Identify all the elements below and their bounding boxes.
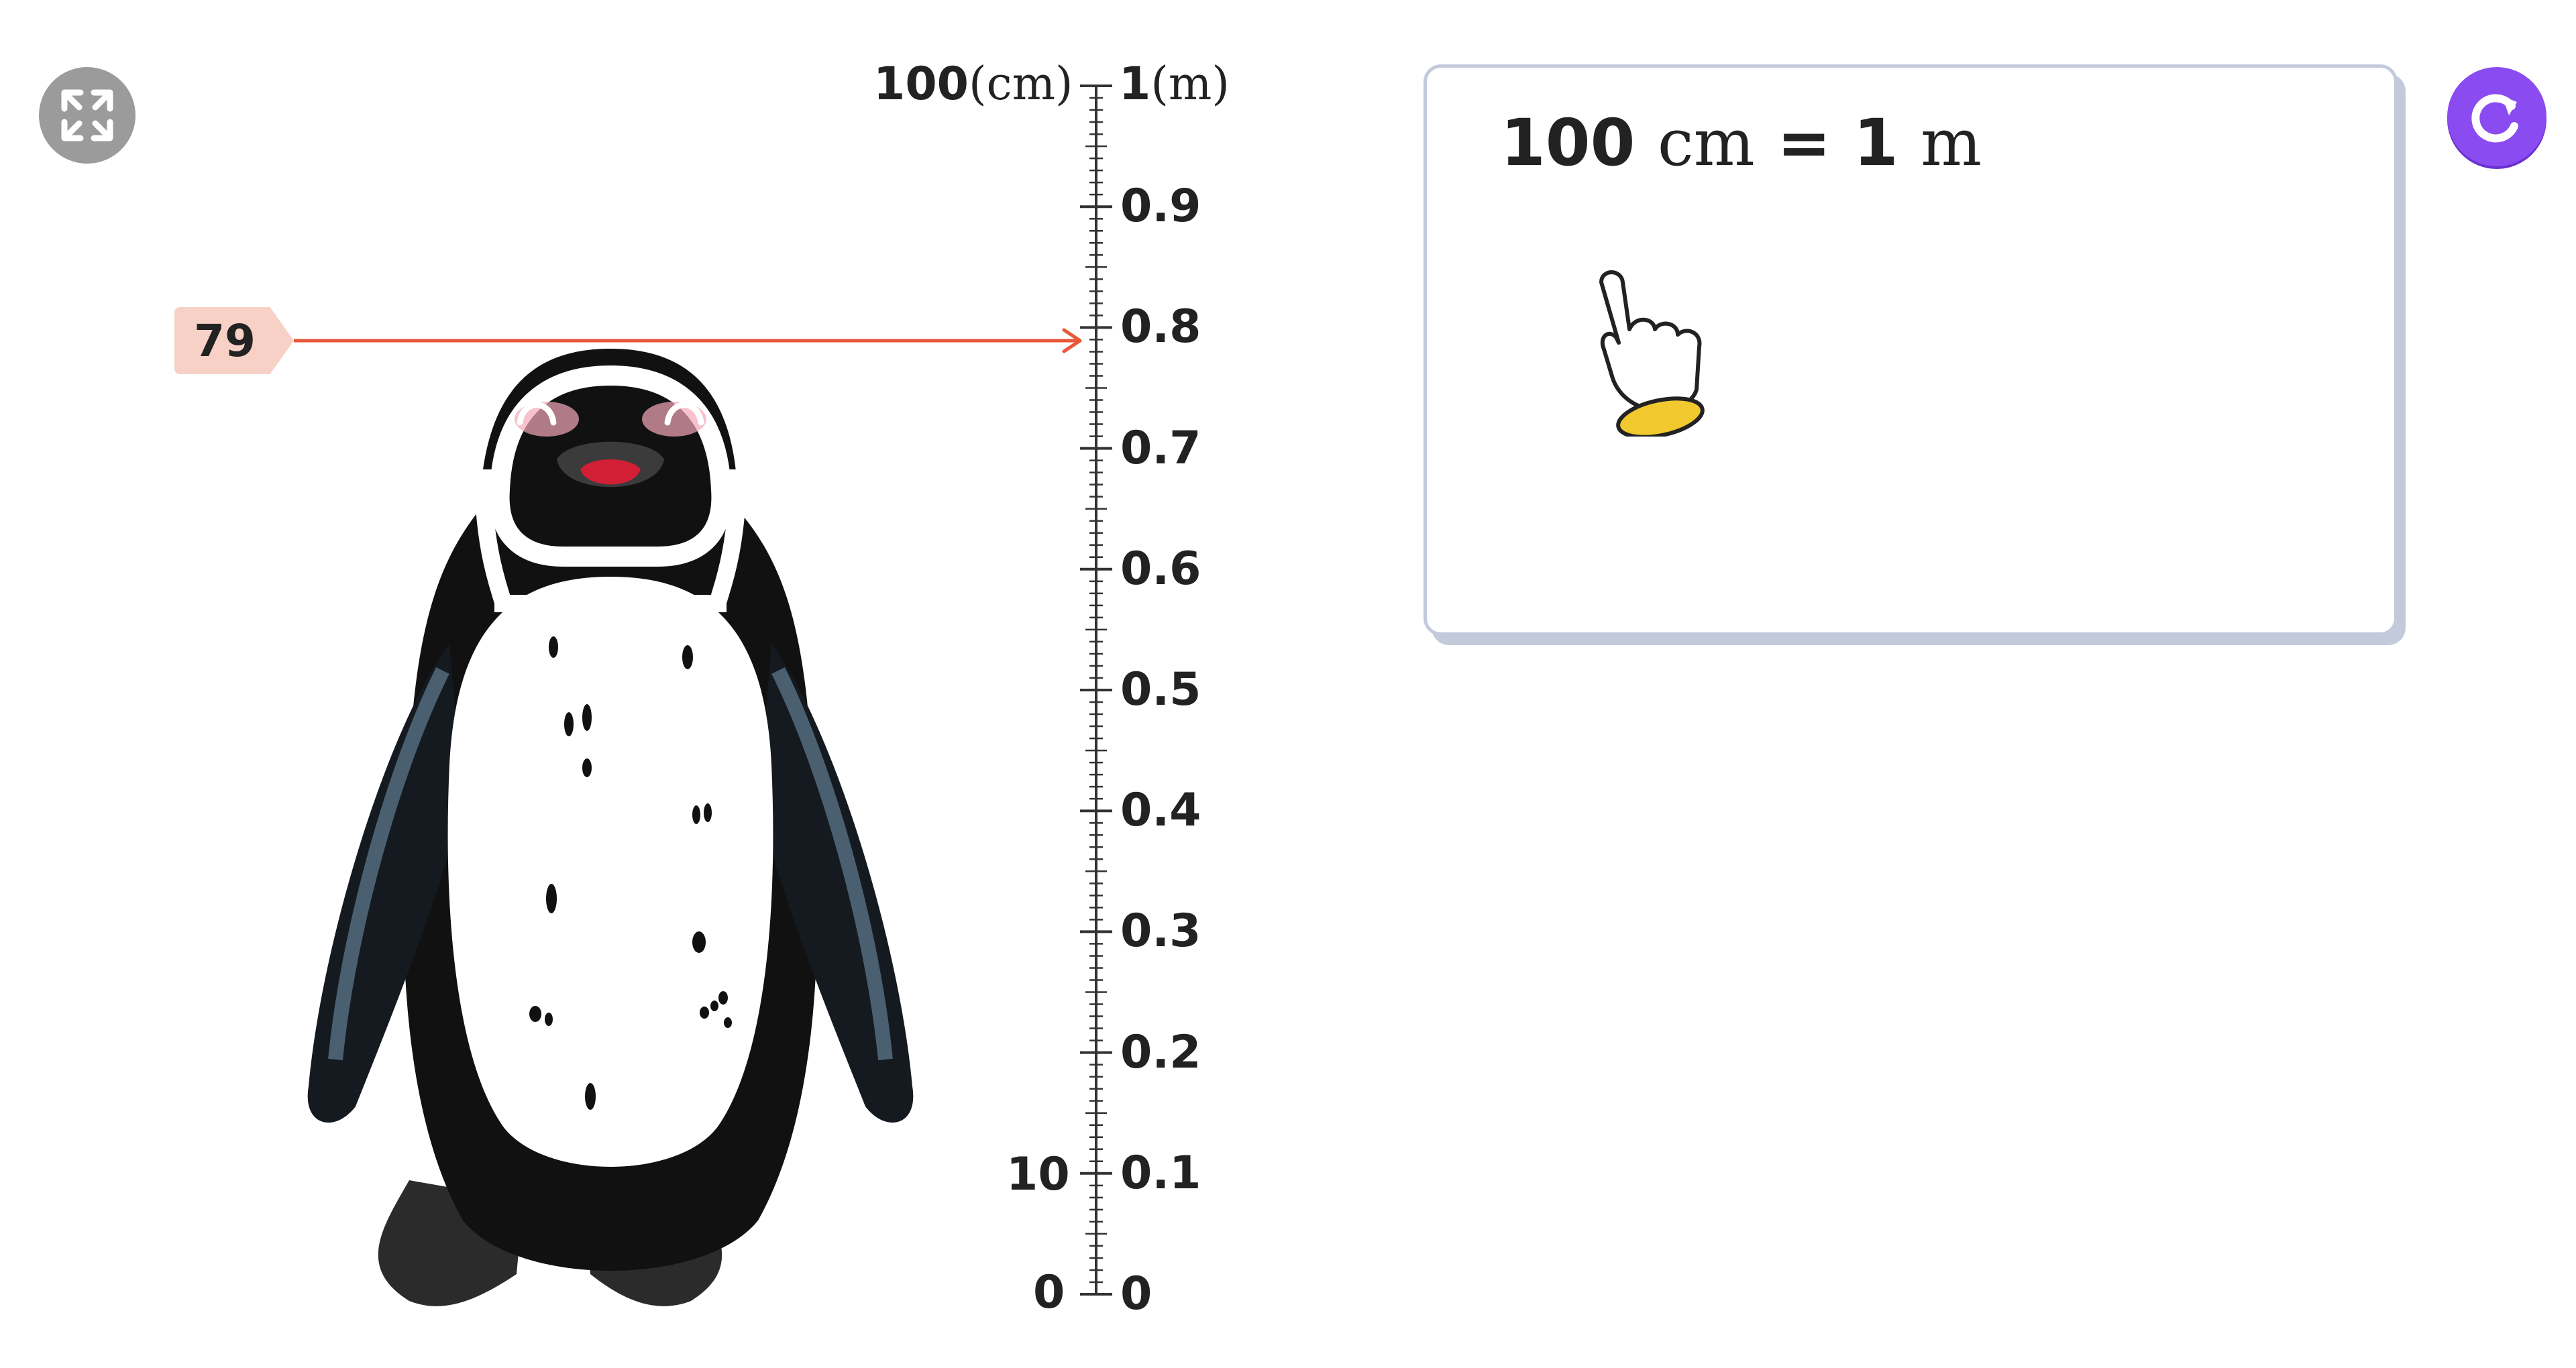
ruler-m-label: 0.3 [1120,905,1201,958]
ruler-m-top-unit: (m) [1150,58,1230,111]
ruler-cm-top-unit: (cm) [968,58,1073,111]
ruler-m-label: 0.4 [1120,784,1201,838]
ruler-m-label: 0 [1120,1267,1152,1320]
ruler-m-label: 0.7 [1120,421,1201,475]
ruler-cm-top-value: 100 [873,58,969,111]
formula-equals: = [1777,105,1831,180]
fullscreen-arrows-icon [61,89,113,141]
height-marker-tag [174,307,294,374]
ruler-cm-0-label: 0 [1033,1266,1065,1319]
ruler-m-top-value: 1 [1119,58,1151,111]
ruler-m-label: 0.6 [1120,542,1201,595]
ruler-m-label: 0.1 [1120,1146,1201,1200]
height-marker-line [294,328,1082,353]
refresh-icon [2471,94,2518,143]
height-marker-value: 79 [194,315,256,367]
ruler-m-top-label: 1(m) [1119,62,1230,107]
ruler-m-label: 0.9 [1120,180,1201,233]
ruler-m-label: 0.5 [1120,663,1201,716]
ruler-cm-top-label: 100(cm) [873,62,1073,107]
fullscreen-button[interactable] [39,67,136,164]
penguin-illustration [307,349,914,1306]
formula-right-unit: m [1921,105,1982,180]
info-card: 100 cm = 1 m [1424,64,2398,636]
reset-button[interactable] [2447,67,2546,166]
ruler-m-label: 0.2 [1120,1025,1201,1079]
formula-left-value: 100 [1501,105,1635,180]
formula-left-unit: cm [1657,105,1755,180]
formula-text: 100 cm = 1 m [1501,105,1982,180]
ruler-cm-10-label: 10 [1006,1148,1070,1201]
formula-right-value: 1 [1853,105,1898,180]
pointer-hand-icon[interactable] [1574,262,1735,437]
ruler-m-label: 0.8 [1120,300,1201,354]
